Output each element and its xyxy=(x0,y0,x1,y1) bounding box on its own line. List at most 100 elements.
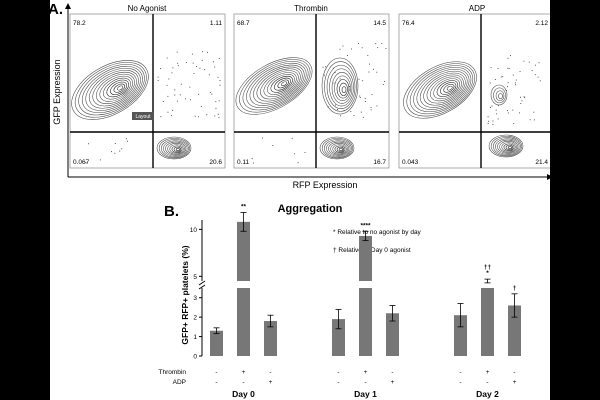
event-dot xyxy=(523,60,525,62)
contour-ring xyxy=(165,141,187,156)
event-dot xyxy=(171,72,173,74)
contour-ring xyxy=(171,145,183,153)
double-positive-contour xyxy=(490,84,508,106)
contour-ring xyxy=(505,144,514,150)
event-dot xyxy=(171,115,172,117)
event-dot xyxy=(184,98,186,100)
event-dot xyxy=(272,145,274,146)
event-dot xyxy=(121,148,123,150)
contour-ring xyxy=(339,82,348,96)
contour-ring xyxy=(96,73,135,104)
event-dot xyxy=(507,67,509,69)
event-dot xyxy=(189,86,191,88)
layout-tag[interactable] xyxy=(132,112,154,120)
contour-ring xyxy=(341,86,347,94)
event-dot xyxy=(497,105,499,107)
quadrant-value-bottom-right: 20.6 xyxy=(209,159,222,166)
contour-ring xyxy=(330,143,348,155)
event-dot xyxy=(172,67,174,69)
flow-plot-frame xyxy=(233,13,390,169)
rfp-population-contour xyxy=(488,134,524,158)
contour-ring xyxy=(433,78,460,100)
event-dot xyxy=(358,43,360,44)
contour-ring xyxy=(336,79,350,99)
quadrant-value-bottom-right: 16.7 xyxy=(373,159,386,166)
flow-plot-no-agonist: No Agonist 78.2 1.11 0.067 20.6 Layout xyxy=(69,4,226,169)
event-dot xyxy=(492,120,494,122)
contour-ring xyxy=(85,68,141,111)
quadrant-value-bottom-left: 0.11 xyxy=(237,159,250,166)
thrombin-sign: - xyxy=(391,369,393,376)
contour-ring xyxy=(329,68,354,107)
scatter-events xyxy=(85,138,128,164)
event-dot xyxy=(192,62,194,64)
thrombin-sign: + xyxy=(364,369,368,376)
contour-ring xyxy=(239,59,311,113)
contour-ring xyxy=(106,79,129,98)
thrombin-sign: - xyxy=(337,369,339,376)
flow-plot-frame xyxy=(69,13,226,169)
event-dot xyxy=(537,76,539,78)
event-dot xyxy=(180,83,182,85)
event-dot xyxy=(515,84,516,86)
thrombin-sign: + xyxy=(242,369,246,376)
legend-star: * Relative to no agonist by day xyxy=(333,229,422,236)
event-dot xyxy=(179,94,181,96)
bar xyxy=(210,330,223,356)
event-dot xyxy=(185,62,187,63)
rfp-population-contour xyxy=(319,136,355,160)
event-dot xyxy=(162,101,164,102)
contour-ring xyxy=(446,85,453,91)
event-dot xyxy=(172,109,174,111)
event-dot xyxy=(215,101,217,103)
axis-break-mark xyxy=(198,284,206,290)
contour-ring xyxy=(103,77,131,100)
event-dot xyxy=(509,55,511,57)
event-dot xyxy=(361,47,363,49)
quadrant-value-top-left: 78.2 xyxy=(73,20,86,27)
contour-ring xyxy=(334,75,351,102)
event-dot xyxy=(293,153,295,155)
event-dot xyxy=(349,85,350,87)
event-dot xyxy=(324,74,326,76)
event-dot xyxy=(371,94,373,96)
adp-sign: - xyxy=(337,379,339,386)
event-dot xyxy=(332,67,334,69)
contour-ring xyxy=(331,72,353,104)
event-dot xyxy=(508,68,510,69)
contour-ring xyxy=(497,139,519,154)
contour-ring xyxy=(326,140,351,157)
event-dot xyxy=(521,100,523,102)
event-dot xyxy=(215,107,217,109)
contour-ring xyxy=(501,142,516,152)
event-dot xyxy=(360,111,362,113)
event-dot xyxy=(384,81,385,83)
flow-plot-title: ADP xyxy=(469,4,485,13)
event-dot xyxy=(334,72,336,74)
event-dot xyxy=(512,109,514,111)
axis-break-mark xyxy=(198,280,206,286)
group-label: Day 2 xyxy=(476,389,499,399)
event-dot xyxy=(375,43,377,45)
contour-ring xyxy=(426,74,464,104)
adp-sign: + xyxy=(269,379,273,386)
contour-ring xyxy=(507,146,512,149)
contour-ring xyxy=(488,134,524,158)
group-label: Day 0 xyxy=(232,389,255,399)
contour-ring xyxy=(423,72,466,106)
contour-ring xyxy=(409,65,474,115)
event-dot xyxy=(167,111,169,113)
contour-ring xyxy=(495,138,520,155)
contour-ring xyxy=(78,64,145,116)
figure: A. GFP Expression RFP Expression No Agon… xyxy=(50,0,550,400)
contour-ring xyxy=(260,70,299,100)
contour-ring xyxy=(71,60,149,120)
contour-ring xyxy=(323,139,352,158)
contour-ring xyxy=(419,70,468,108)
bar xyxy=(386,313,399,356)
y-tick-label: 2 xyxy=(193,315,197,322)
event-dot xyxy=(111,151,112,153)
event-dot xyxy=(487,116,489,118)
event-dot xyxy=(538,62,540,64)
adp-sign: - xyxy=(215,379,217,386)
